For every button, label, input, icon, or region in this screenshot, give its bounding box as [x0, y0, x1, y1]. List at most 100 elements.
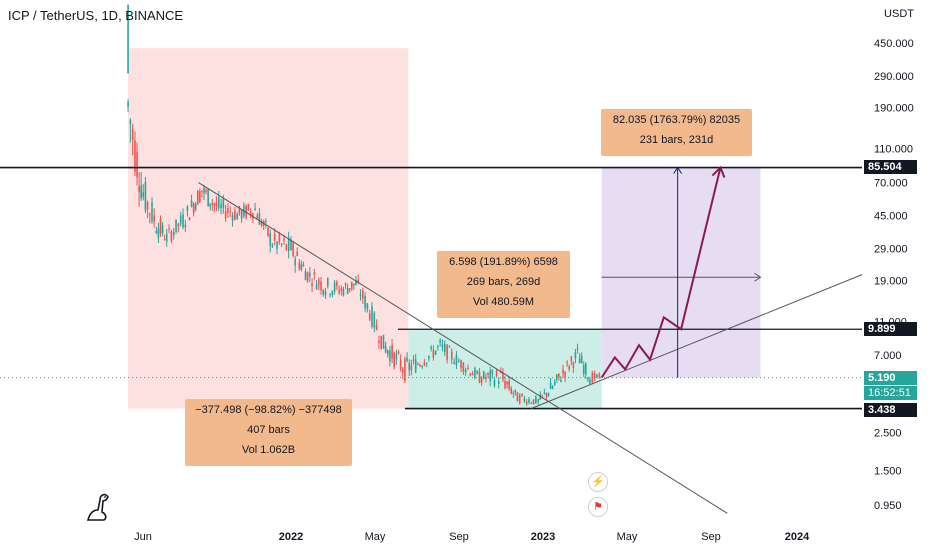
candle-body: [541, 394, 544, 396]
candle-body: [309, 272, 311, 277]
candle-body: [227, 207, 229, 213]
candle-body: [271, 245, 274, 247]
candle-body: [188, 217, 191, 221]
candle-body: [510, 388, 513, 394]
candle-body: [342, 289, 345, 296]
candle-body: [450, 351, 453, 360]
descending-trendline: [198, 182, 728, 514]
candle-body: [290, 239, 292, 251]
candle-body: [252, 213, 254, 219]
candle-body: [155, 230, 158, 234]
price-axis: 450.000 290.000 190.000 110.000 70.000 45.000…: [874, 38, 914, 512]
candle-body: [393, 352, 396, 368]
lightning-event-icon[interactable]: ⚡: [588, 472, 608, 492]
candle-body: [240, 210, 243, 219]
candle-body: [430, 347, 432, 349]
candle-body: [294, 258, 296, 266]
candle-body: [136, 151, 138, 178]
candle-body: [423, 362, 426, 366]
candle-body: [443, 344, 446, 353]
candle-body: [172, 232, 175, 236]
candle-body: [378, 340, 380, 344]
candle-body: [280, 243, 283, 245]
candle-body: [287, 237, 290, 251]
tradingview-logo-icon: [86, 493, 109, 521]
candle-body: [514, 389, 517, 393]
candle-body: [249, 210, 252, 216]
range-bars: 269 bars, 269d: [466, 276, 541, 288]
candle-body: [224, 211, 227, 219]
time-tick-label: Sep: [701, 531, 721, 543]
candle-body: [386, 350, 389, 355]
candle-body: [184, 224, 187, 228]
candle-body: [506, 381, 508, 385]
drop-change: −377.498 (−98.82%) −377498: [195, 404, 342, 416]
drop-bars: 407 bars: [247, 424, 290, 436]
candle-body: [384, 345, 387, 353]
candle-body: [375, 325, 378, 330]
candle-body: [482, 371, 485, 379]
candle-body: [326, 278, 329, 287]
flag-event-icon[interactable]: ⚑: [588, 497, 608, 517]
candle-body: [485, 377, 487, 379]
arrow-head: [754, 272, 762, 282]
candle-body: [593, 372, 596, 379]
candle-body: [353, 283, 355, 286]
drop-volume: Vol 1.062B: [241, 444, 296, 456]
candle-body: [209, 203, 212, 207]
candle-body: [469, 373, 472, 376]
candle-body: [311, 283, 313, 287]
candle-body: [234, 210, 236, 220]
candle-body: [236, 214, 238, 220]
candle-body: [537, 399, 539, 402]
candle-body: [165, 233, 168, 242]
candle-body: [528, 399, 530, 403]
candle-body: [410, 365, 413, 371]
candle-body: [572, 362, 575, 369]
candle-body: [355, 280, 357, 285]
target-zone: [601, 167, 761, 378]
drop-measure-label: −377.498 (−98.82%) −377498 407 bars Vol …: [185, 399, 352, 466]
candle-body: [296, 251, 299, 256]
candle-body: [425, 362, 428, 365]
candle-body: [545, 393, 548, 398]
candle-body: [525, 401, 528, 405]
symbol-title: ICP / TetherUS, 1D, BINANCE: [8, 8, 184, 23]
time-tick-label: May: [365, 531, 386, 543]
candle-body: [338, 289, 340, 294]
candle-body: [194, 203, 197, 210]
candle-body: [298, 262, 301, 269]
candle-body: [357, 279, 359, 283]
candle-body: [408, 363, 411, 371]
price-tick-label: 7.000: [874, 350, 902, 362]
target-bars: 231 bars, 231d: [639, 134, 714, 146]
candle-body: [192, 203, 195, 214]
candle-body: [516, 392, 519, 402]
candle-body: [512, 392, 515, 394]
candle-body: [331, 291, 334, 295]
candle-body: [558, 373, 560, 378]
candle-body: [478, 371, 481, 383]
time-tick-label: 2023: [531, 531, 555, 543]
candle-body: [399, 360, 402, 369]
candle-body: [186, 206, 189, 211]
candle-body: [521, 393, 523, 396]
candle-body: [211, 203, 214, 205]
candle-body: [539, 394, 542, 400]
candlestick-series: [127, 4, 601, 406]
candle-body: [324, 291, 327, 296]
price-tick-label: 110.000: [874, 144, 913, 156]
candle-body: [315, 283, 318, 290]
candle-body: [350, 281, 353, 289]
time-tick-label: Jun: [134, 531, 152, 543]
candle-body: [157, 228, 160, 238]
candle-body: [556, 374, 558, 380]
candle-body: [333, 282, 336, 292]
price-tick-label: 29.000: [874, 244, 908, 256]
candle-body: [419, 364, 421, 367]
candle-body: [566, 362, 568, 364]
ascending-trendline: [531, 274, 863, 409]
candle-body: [455, 354, 458, 366]
candle-body: [161, 225, 164, 234]
